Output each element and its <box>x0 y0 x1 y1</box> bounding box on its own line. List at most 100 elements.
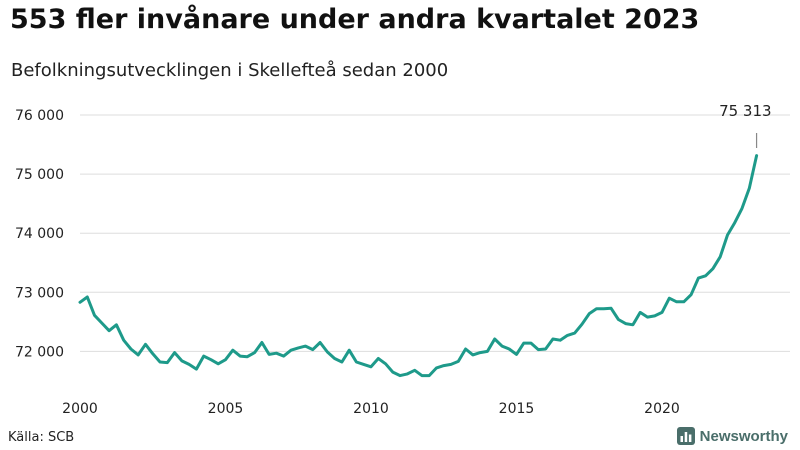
x-tick-label: 2005 <box>208 401 244 417</box>
data-point <box>100 322 103 325</box>
data-point <box>108 329 111 332</box>
data-point <box>159 361 162 364</box>
y-tick-label: 72 000 <box>15 344 64 360</box>
data-point <box>682 300 685 303</box>
data-point <box>122 339 125 342</box>
data-point <box>384 362 387 365</box>
data-point <box>326 350 329 353</box>
data-point <box>129 348 132 351</box>
data-point <box>559 339 562 342</box>
data-point <box>268 353 271 356</box>
data-point <box>741 207 744 210</box>
source-note: Källa: SCB <box>8 430 75 445</box>
data-point <box>180 359 183 362</box>
data-point <box>748 187 751 190</box>
data-point <box>508 348 511 351</box>
data-point <box>661 311 664 314</box>
data-point <box>537 348 540 351</box>
x-tick-label: 2010 <box>353 401 389 417</box>
data-point <box>209 358 212 361</box>
y-tick-label: 76 000 <box>15 108 64 124</box>
data-point <box>544 348 547 351</box>
y-tick-label: 75 000 <box>15 167 64 183</box>
data-point <box>319 341 322 344</box>
data-point <box>646 316 649 319</box>
data-point <box>231 349 234 352</box>
data-point <box>260 341 263 344</box>
data-point <box>275 352 278 355</box>
chart-subtitle: Befolkningsutvecklingen i Skellefteå sed… <box>11 60 449 81</box>
data-point <box>719 255 722 258</box>
y-tick-label: 73 000 <box>15 285 64 301</box>
data-point <box>377 357 380 360</box>
data-point <box>289 349 292 352</box>
data-point <box>588 312 591 315</box>
data-point <box>370 365 373 368</box>
brand-name: Newsworthy <box>699 427 788 445</box>
data-point <box>195 368 198 371</box>
data-point <box>311 348 314 351</box>
data-point <box>580 323 583 326</box>
data-point <box>297 346 300 349</box>
data-point <box>566 334 569 337</box>
data-point <box>224 358 227 361</box>
data-point <box>340 361 343 364</box>
data-point <box>93 314 96 317</box>
data-point <box>217 362 220 365</box>
x-tick-label: 2000 <box>62 401 98 417</box>
data-point <box>551 337 554 340</box>
data-point <box>239 355 242 358</box>
data-point <box>246 355 249 358</box>
data-point <box>442 364 445 367</box>
data-point <box>391 371 394 374</box>
data-point <box>406 372 409 375</box>
data-point <box>500 345 503 348</box>
data-point <box>704 274 707 277</box>
data-point <box>399 374 402 377</box>
data-point <box>79 301 82 304</box>
x-tick-label: 2020 <box>644 401 680 417</box>
data-point <box>166 361 169 364</box>
series-line <box>78 154 759 378</box>
data-point <box>515 353 518 356</box>
data-point <box>253 351 256 354</box>
data-point <box>348 349 351 352</box>
data-point <box>333 357 336 360</box>
data-point <box>668 297 671 300</box>
data-point <box>733 221 736 224</box>
data-point <box>471 353 474 356</box>
data-point <box>610 307 613 310</box>
data-point <box>479 351 482 354</box>
data-point <box>690 293 693 296</box>
data-point <box>450 363 453 366</box>
data-point <box>493 337 496 340</box>
data-point <box>530 342 533 345</box>
data-point <box>624 322 627 325</box>
data-point <box>675 300 678 303</box>
data-point <box>457 360 460 363</box>
data-point <box>428 374 431 377</box>
data-point <box>522 342 525 345</box>
data-point <box>617 318 620 321</box>
data-point <box>202 355 205 358</box>
data-point <box>144 343 147 346</box>
data-point <box>86 296 89 299</box>
data-point <box>653 314 656 317</box>
data-point <box>435 366 438 369</box>
data-point <box>151 352 154 355</box>
bar-chart-logo-icon <box>676 427 695 445</box>
data-point <box>304 345 307 348</box>
data-point <box>726 233 729 236</box>
data-point <box>355 361 358 364</box>
data-point <box>188 363 191 366</box>
data-point <box>711 267 714 270</box>
data-point <box>173 351 176 354</box>
data-point <box>362 363 365 366</box>
data-point <box>420 374 423 377</box>
brand-logo: Newsworthy <box>676 427 788 445</box>
data-point <box>595 307 598 310</box>
data-point <box>697 277 700 280</box>
annotation-label: 75 313 <box>719 102 772 120</box>
data-point <box>631 323 634 326</box>
